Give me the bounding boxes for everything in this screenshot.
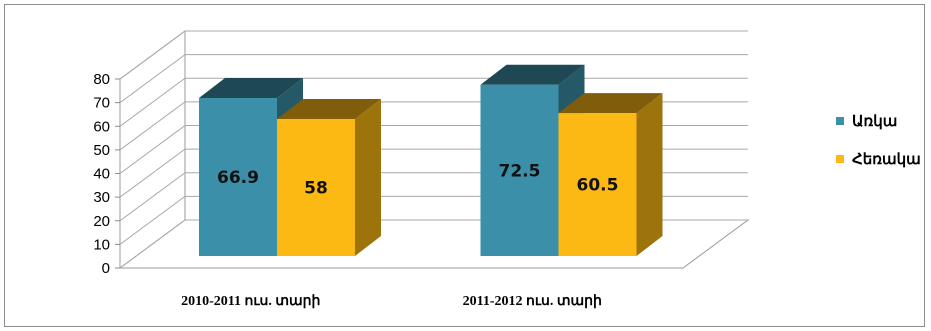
bar-top (277, 98, 381, 119)
legend-swatch (836, 117, 844, 125)
bar (480, 84, 559, 256)
bar (277, 118, 355, 256)
bar-top (558, 93, 663, 114)
y-tick-label: 60 (93, 118, 110, 135)
legend-swatch (836, 155, 844, 163)
gridline (119, 30, 748, 80)
legend-label: Հեռակա (852, 152, 921, 168)
y-tick-label: 40 (93, 166, 110, 183)
bar-top (199, 77, 303, 98)
y-tick-label: 30 (93, 189, 110, 206)
x-tick-label: 2010-2011 ուս. տարի (181, 294, 320, 309)
chart-frame (4, 4, 925, 327)
bar-top (480, 64, 585, 85)
y-tick-label: 50 (93, 142, 110, 159)
y-axis-ticks: 0 10 20 30 40 50 60 70 80 (93, 71, 120, 277)
bar-side (636, 93, 663, 256)
y-tick-label: 70 (93, 95, 110, 112)
y-tick-label: 0 (102, 260, 110, 277)
y-tick-label: 80 (93, 71, 110, 88)
data-label: 58 (304, 178, 328, 198)
bars: 66.9 58 72.5 60.5 (199, 64, 663, 256)
data-label: 60.5 (577, 176, 619, 196)
gridline (119, 54, 748, 104)
bar-side (355, 98, 381, 256)
y-tick-label: 10 (93, 236, 110, 253)
legend-label: Առկա (852, 114, 897, 130)
bar (558, 113, 637, 256)
y-tick-label: 20 (93, 213, 110, 230)
bar (199, 97, 277, 256)
data-label: 66.9 (217, 168, 259, 188)
data-label: 72.5 (499, 161, 541, 181)
legend: Առկա Հեռակա (836, 114, 921, 168)
x-tick-label: 2011-2012 ուս. տարի (463, 294, 602, 309)
x-axis-labels: 2010-2011 ուս. տարի 2011-2012 ուս. տարի (181, 294, 602, 309)
